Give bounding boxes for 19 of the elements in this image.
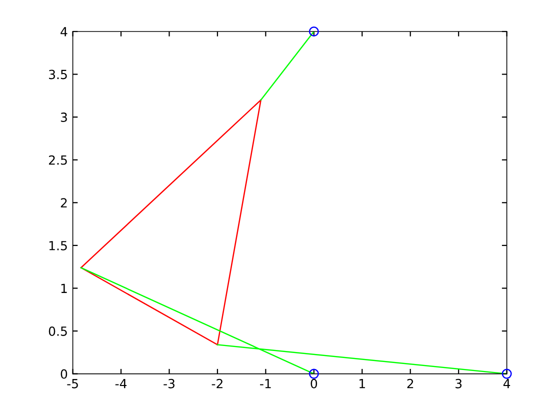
y-tick-label: 3 xyxy=(60,112,67,122)
y-tick-label: 2.5 xyxy=(48,155,67,165)
x-tick-label: -2 xyxy=(212,378,222,388)
x-tick-label: 0 xyxy=(310,378,318,388)
y-tick-label: 2 xyxy=(60,198,67,208)
y-tick-label: 4 xyxy=(60,27,68,36)
x-tick-label: -3 xyxy=(164,378,174,388)
x-tick-label: 2 xyxy=(407,378,414,388)
y-tick-label: 3.5 xyxy=(49,70,67,80)
y-tick-label: 0.5 xyxy=(48,326,67,336)
y-tick-label: 1.5 xyxy=(49,241,67,250)
x-tick-label: 4 xyxy=(503,379,510,388)
x-tick-label: -1 xyxy=(260,379,271,388)
y-tick-label: 0 xyxy=(60,369,68,379)
x-tick-label: -5 xyxy=(67,379,78,388)
y-tick-label: 1 xyxy=(61,284,67,293)
x-tick-label: -4 xyxy=(115,379,127,388)
x-tick-label: 1 xyxy=(360,379,365,388)
x-tick-label: 3 xyxy=(456,378,462,388)
